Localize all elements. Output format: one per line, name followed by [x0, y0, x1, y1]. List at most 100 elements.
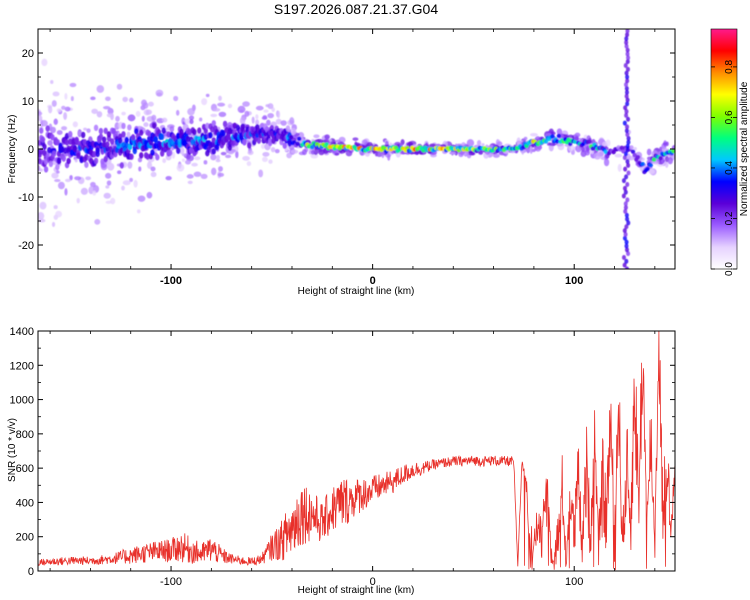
- spectrogram-cell: [625, 147, 630, 153]
- spectrogram-cell: [159, 150, 165, 157]
- spectrogram-cell: [155, 154, 160, 161]
- spectrogram-cell: [105, 185, 110, 189]
- spectrogram-cell: [285, 125, 291, 132]
- spectrogram-cell: [38, 115, 43, 122]
- spectrogram-cell: [276, 110, 281, 119]
- spectrogram-cell: [466, 139, 475, 147]
- spectrogram-cell: [150, 166, 156, 172]
- spectrogram-cell: [280, 120, 287, 126]
- spectrogram-x-tick-label: -100: [160, 275, 182, 287]
- spectrogram-cell: [79, 156, 84, 164]
- spectrogram-cell: [76, 197, 80, 204]
- spectrogram-cell: [587, 139, 592, 144]
- spectrogram-cell: [271, 107, 275, 113]
- spectrogram-cell: [211, 167, 217, 176]
- spectrogram-cell: [274, 149, 280, 154]
- spectrogram-cell: [625, 32, 630, 38]
- snr-y-tick-label: 600: [16, 463, 34, 475]
- spectrogram-cell: [239, 117, 246, 125]
- spectrogram-cell: [176, 109, 180, 116]
- spectrogram-cell: [92, 190, 97, 196]
- spectrogram-cell: [56, 108, 62, 113]
- spectrogram-cell: [324, 134, 330, 140]
- colorbar-label: Normalized spectral amplitude: [739, 81, 750, 216]
- spectrogram-cell: [201, 98, 208, 106]
- spectrogram-cell: [624, 243, 629, 249]
- spectrogram-cell: [626, 116, 631, 122]
- spectrogram-cell: [622, 235, 627, 241]
- spectrogram-cell: [53, 118, 58, 125]
- spectrogram-cell: [450, 151, 456, 155]
- spectrogram-cell: [43, 166, 49, 173]
- spectrogram-cell: [625, 51, 630, 57]
- spectrogram-cell: [135, 110, 141, 117]
- spectrogram-cell: [56, 170, 60, 174]
- spectrogram-cell: [70, 96, 74, 102]
- spectrogram-cell: [218, 166, 223, 172]
- spectrogram-cell: [624, 247, 629, 253]
- spectrogram-cell: [141, 115, 145, 122]
- spectrogram-cell: [645, 166, 650, 172]
- spectrogram-cell: [226, 133, 231, 141]
- spectrogram-cell: [69, 149, 75, 156]
- spectrogram-cell: [165, 175, 172, 181]
- spectrogram-cell: [622, 262, 627, 268]
- spectrogram-cell: [192, 128, 197, 136]
- spectrogram-cell: [146, 191, 153, 199]
- spectrogram-cell: [66, 157, 71, 165]
- spectrogram-cell: [57, 181, 65, 190]
- spectrogram-cell: [122, 96, 128, 103]
- colorbar-tick-label: 0.8: [724, 60, 735, 74]
- spectrogram-cell: [258, 169, 264, 178]
- spectrogram-cell: [121, 111, 126, 116]
- spectrogram-cell: [626, 135, 631, 141]
- spectrogram-x-tick-label: 0: [370, 275, 376, 287]
- spectrogram-x-tick-label: 100: [565, 275, 583, 287]
- spectrogram-cell: [121, 122, 126, 130]
- spectrogram-cell: [476, 139, 482, 146]
- spectrogram-cell: [64, 188, 68, 196]
- colorbar-tick-label: 0.6: [724, 110, 735, 124]
- spectrogram-cell: [289, 117, 295, 125]
- spectrogram-cell: [242, 101, 250, 107]
- spectrogram-cell: [126, 131, 131, 139]
- spectrogram-cell: [218, 111, 227, 117]
- spectrogram-cell: [145, 153, 150, 160]
- spectrogram-cell: [625, 124, 630, 130]
- spectrogram-cell: [230, 139, 236, 147]
- spectrogram-cell: [47, 140, 53, 146]
- spectrogram-cell: [83, 127, 88, 131]
- spectrogram-cell: [95, 150, 100, 158]
- spectrogram-heatmap: [38, 29, 675, 269]
- spectrogram-cell: [492, 153, 500, 158]
- spectrogram-cell: [178, 146, 185, 155]
- spectrogram-cell: [260, 143, 266, 149]
- spectrogram-cell: [585, 145, 590, 152]
- spectrogram-cell: [574, 136, 579, 141]
- spectrogram-cell: [646, 148, 652, 156]
- spectrogram-cell: [105, 141, 110, 148]
- spectrogram-cell: [625, 132, 630, 138]
- spectrogram-cell: [205, 122, 210, 130]
- spectrogram-cell: [623, 166, 628, 172]
- spectrogram-cell: [550, 134, 555, 139]
- spectrogram-cell: [603, 158, 610, 167]
- spectrogram-cell: [263, 109, 269, 113]
- spectrogram-cell: [313, 134, 320, 139]
- spectrogram-cell: [106, 113, 114, 118]
- spectrogram-cell: [74, 176, 82, 181]
- spectrogram-cell: [255, 119, 260, 126]
- spectrogram-cell: [633, 147, 637, 151]
- spectrogram-cell: [127, 124, 132, 131]
- snr-panel: -100 0 100 0 200 400 600 800 1000 1200 1400 Heigh…: [7, 326, 676, 596]
- spectrogram-cell: [132, 147, 137, 155]
- snr-y-tick-label: 200: [16, 532, 34, 544]
- spectrogram-cell: [208, 132, 213, 139]
- spectrogram-cell: [548, 142, 557, 146]
- spectrogram-cell: [111, 127, 116, 135]
- spectrogram-cell: [40, 136, 46, 143]
- spectrogram-cell: [51, 150, 57, 157]
- spectrogram-cell: [94, 219, 101, 225]
- spectrogram-cell: [210, 113, 218, 118]
